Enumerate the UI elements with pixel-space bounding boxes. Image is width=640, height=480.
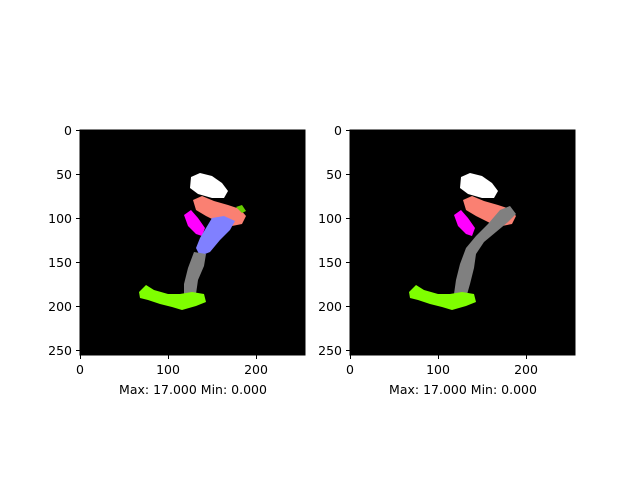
left-green-tip xyxy=(236,205,246,213)
right-image-background xyxy=(350,130,575,355)
right-gray-segment xyxy=(454,206,516,300)
left-y-tick-label: 150 xyxy=(48,255,72,270)
left-gray-segment xyxy=(184,252,206,300)
left-salmon-segment xyxy=(193,196,246,226)
right-panel: 0 50 100 150 200 250 0 100 200 Max: 17.0… xyxy=(318,123,576,397)
right-y-ticks xyxy=(346,130,350,351)
left-caption: Max: 17.000 Min: 0.000 xyxy=(119,382,267,397)
left-white-segment xyxy=(190,173,228,198)
left-y-tick-label: 250 xyxy=(48,343,72,358)
left-image-background xyxy=(80,130,305,355)
right-caption: Max: 17.000 Min: 0.000 xyxy=(389,382,537,397)
left-blue-segment xyxy=(196,216,235,256)
left-panel: 0 50 100 150 200 250 0 100 200 Max: 17.0… xyxy=(48,123,306,397)
right-segmentation-mask xyxy=(409,173,516,310)
left-x-tick-label: 100 xyxy=(156,362,180,377)
left-segmentation-mask xyxy=(139,173,246,310)
right-y-tick-label: 200 xyxy=(318,299,342,314)
right-y-tick-label: 150 xyxy=(318,255,342,270)
left-y-tick-label: 50 xyxy=(56,167,72,182)
right-x-tick-label: 0 xyxy=(346,362,354,377)
left-axes-frame xyxy=(79,129,306,356)
right-axes-frame xyxy=(349,129,576,356)
left-x-tick-label: 0 xyxy=(76,362,84,377)
left-green-segment xyxy=(139,285,206,310)
left-magenta-segment xyxy=(184,210,205,236)
right-y-tick-label: 0 xyxy=(334,123,342,138)
left-y-tick-label: 100 xyxy=(48,211,72,226)
left-x-ticks xyxy=(80,355,257,359)
left-y-tick-label: 200 xyxy=(48,299,72,314)
right-x-tick-label: 100 xyxy=(426,362,450,377)
right-white-segment xyxy=(460,173,498,198)
right-magenta-segment xyxy=(454,210,475,236)
right-y-tick-label: 250 xyxy=(318,343,342,358)
left-y-ticks xyxy=(76,130,80,351)
right-y-tick-label: 100 xyxy=(318,211,342,226)
left-y-tick-label: 0 xyxy=(64,123,72,138)
right-x-tick-label: 200 xyxy=(514,362,538,377)
left-x-tick-label: 200 xyxy=(244,362,268,377)
right-green-segment xyxy=(409,285,476,310)
right-x-ticks xyxy=(350,355,527,359)
right-y-tick-label: 50 xyxy=(326,167,342,182)
